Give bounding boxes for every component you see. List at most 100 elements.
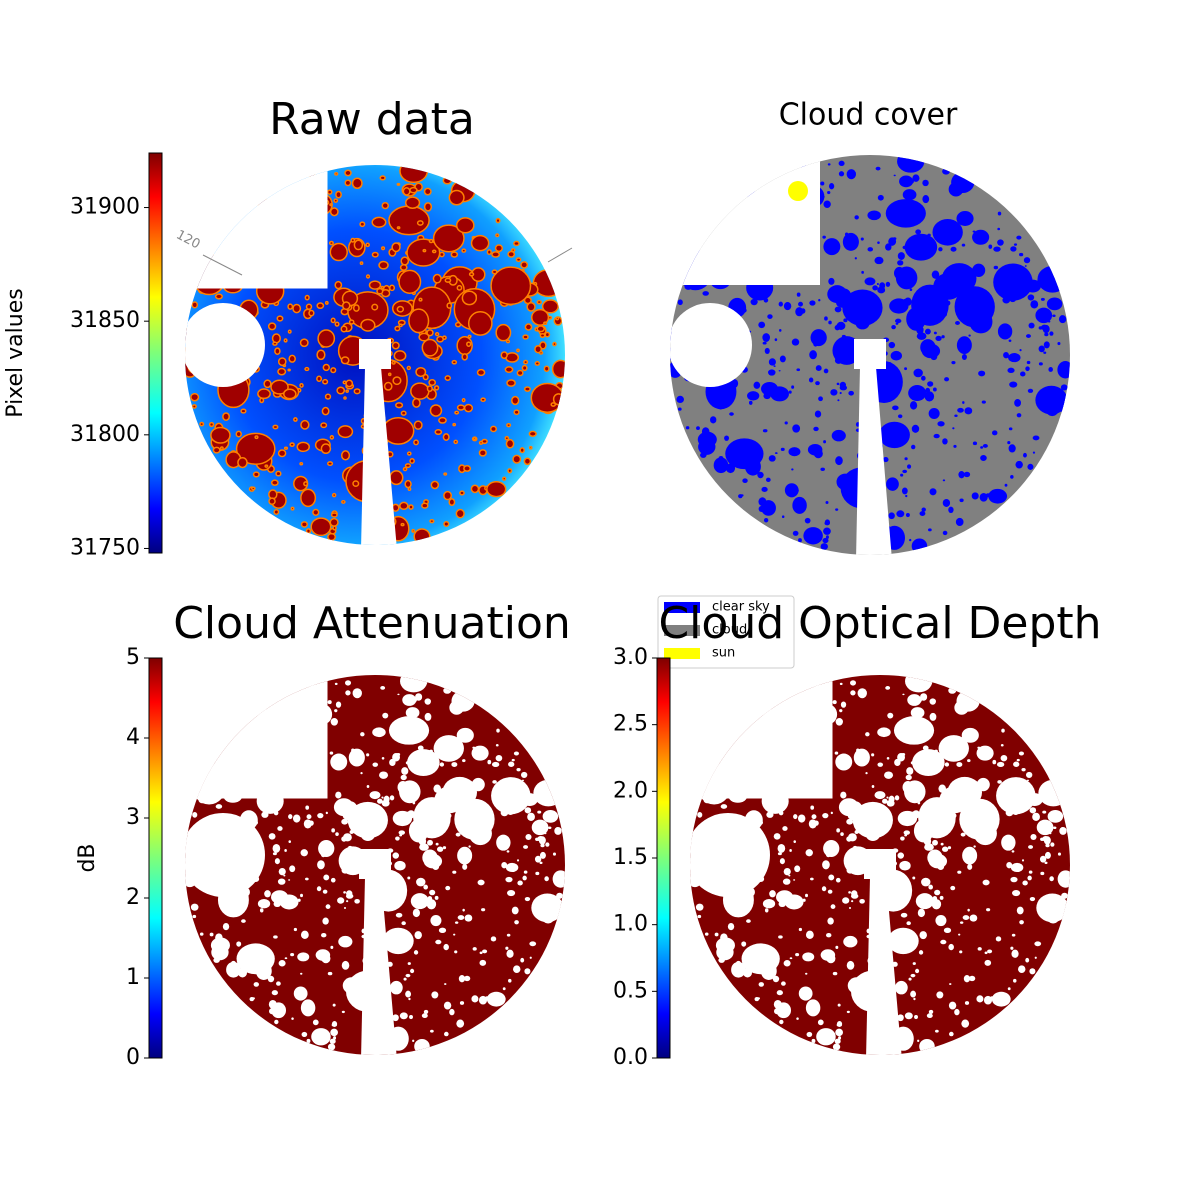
cloud-blob [523, 457, 532, 466]
cloud-blob [529, 941, 537, 947]
cloud-blob [1007, 987, 1011, 991]
cloud-blob [1003, 351, 1009, 359]
cloud-blob [820, 543, 828, 550]
cloud-blob [932, 387, 937, 392]
cloud-blob [769, 890, 776, 898]
cloud-blob [837, 1003, 841, 1007]
cloud-blob [254, 435, 259, 440]
cloud-blob [979, 492, 988, 502]
mask-post [864, 849, 896, 879]
cloud-blob [676, 395, 684, 404]
cloud-blob [859, 750, 868, 760]
cloud-blob [329, 751, 334, 755]
cloud-blob [911, 538, 928, 554]
cloud-blob [462, 908, 465, 912]
cloud-blob [961, 727, 979, 743]
cloud-blob [748, 400, 753, 405]
cloud-blob [773, 365, 776, 368]
cloud-blob [875, 166, 881, 171]
cloud-blob [400, 675, 428, 693]
cloud-blob [382, 927, 414, 955]
cloud-blob [906, 921, 911, 926]
cloud-blob [443, 943, 449, 951]
cloud-blob [320, 422, 328, 429]
cloud-blob [967, 801, 982, 815]
cloud-blob [836, 1023, 843, 1027]
cloud-blob [793, 814, 798, 820]
cloud-blob [427, 839, 433, 846]
cloud-blob [327, 461, 334, 467]
cloud-blob [921, 877, 931, 887]
cloud-blob [827, 190, 831, 195]
cloud-blob [523, 386, 531, 392]
cloud-blob [300, 930, 309, 939]
cloud-blob [848, 234, 857, 244]
colorbar-tick-label: 2 [126, 885, 140, 910]
cloud-blob [1038, 345, 1045, 353]
cloud-blob [442, 846, 447, 850]
cloud-blob [320, 443, 332, 455]
cloud-blob [920, 693, 928, 701]
cloud-blob [283, 338, 288, 343]
cloud-blob [413, 950, 419, 955]
cloud-blob [451, 359, 458, 365]
cloud-blob [818, 396, 823, 402]
cloud-blob [523, 870, 528, 874]
cloud-blob [322, 378, 329, 385]
cloud-blob [877, 241, 880, 244]
cloud-blob [405, 973, 411, 978]
cloud-blob [791, 385, 795, 389]
cloud-blob [191, 404, 197, 409]
cloud-blob [928, 1009, 934, 1014]
cloud-blob [341, 499, 346, 504]
cloud-blob [865, 732, 870, 737]
cloud-blob [851, 890, 858, 897]
cloud-blob [724, 435, 730, 441]
cloud-blob [956, 211, 974, 226]
cloud-blob [846, 867, 854, 874]
cloud-blob [330, 945, 334, 949]
cloud-blob [462, 801, 477, 815]
cloud-blob [426, 329, 434, 337]
cloud-blob [524, 896, 531, 902]
cloud-blob [235, 430, 242, 438]
cloud-blob [949, 1031, 954, 1037]
cloud-blob [835, 877, 841, 883]
cloud-blob [1032, 435, 1040, 441]
cloud-blob [345, 690, 351, 696]
cloud-blob [1023, 452, 1027, 458]
cloud-blob [343, 891, 346, 894]
cloud-blob [407, 876, 411, 880]
cloud-blob [973, 845, 976, 848]
cloud-blob [753, 381, 761, 389]
mask-mast [361, 367, 397, 545]
cloud-blob [300, 521, 308, 528]
cloud-blob [310, 517, 332, 537]
cloud-blob [327, 971, 333, 976]
cloud-blob [333, 198, 339, 203]
cloud-blob [900, 179, 907, 187]
cloud-blob [343, 906, 347, 910]
cloud-blob [798, 301, 803, 307]
cloud-blob [805, 972, 808, 975]
cloud-blob [496, 728, 500, 733]
mask-corner [185, 165, 328, 289]
cloud-blob [897, 871, 901, 875]
cloud-blob [264, 464, 269, 468]
cloud-blob [1044, 861, 1048, 864]
cloud-blob [1019, 252, 1024, 257]
cloud-blob [345, 379, 354, 388]
cloud-blob [435, 939, 442, 945]
cloud-blob [893, 883, 896, 886]
cloud-blob [880, 384, 888, 392]
cloud-blob [1035, 307, 1053, 324]
cloud-blob [928, 407, 940, 419]
cloud-blob [311, 1028, 331, 1046]
cloud-blob [847, 812, 855, 820]
cloud-blob [456, 284, 463, 291]
cloud-blob [939, 895, 944, 900]
cloud-blob [371, 216, 387, 228]
cloud-blob [1030, 834, 1037, 840]
cloud-blob [928, 759, 931, 762]
cloud-blob [505, 876, 513, 883]
